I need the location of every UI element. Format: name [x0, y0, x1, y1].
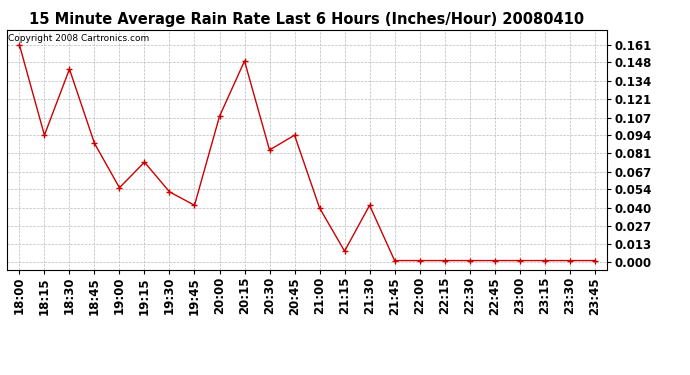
Title: 15 Minute Average Rain Rate Last 6 Hours (Inches/Hour) 20080410: 15 Minute Average Rain Rate Last 6 Hours…	[30, 12, 584, 27]
Text: Copyright 2008 Cartronics.com: Copyright 2008 Cartronics.com	[8, 34, 149, 43]
